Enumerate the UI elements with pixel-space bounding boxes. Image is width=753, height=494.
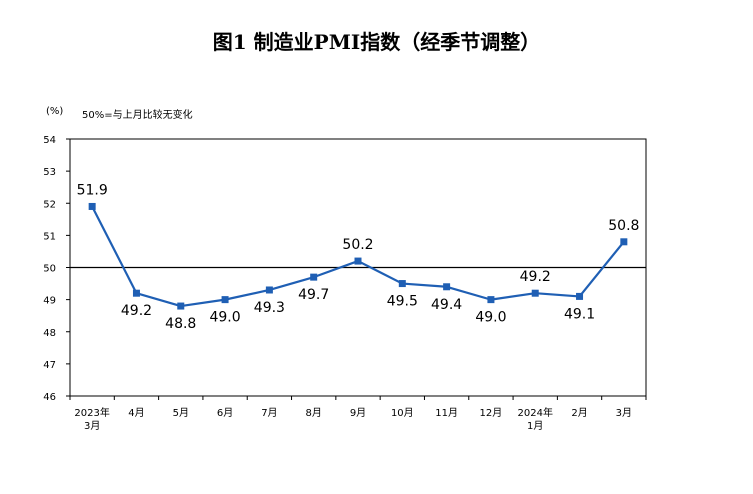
x-tick-label: 3月 [84,420,100,432]
chart-title: 图1 制造业PMI指数（经季节调整） [212,30,541,54]
data-point-marker [531,289,539,297]
y-tick-label: 50 [43,264,56,275]
data-value-label: 50.8 [608,218,639,234]
data-value-label: 49.3 [254,300,285,316]
x-tick-label: 6月 [217,407,233,419]
data-point-marker [576,292,584,300]
y-tick-label: 52 [43,199,56,210]
x-tick-label: 3月 [616,407,632,419]
reference-note: 50%=与上月比较无变化 [82,110,193,121]
y-unit-label: (%) [46,106,64,117]
x-tick-label: 2023年 [74,406,109,419]
y-tick-label: 51 [43,231,56,242]
y-tick-label: 48 [43,328,56,339]
x-tick-label: 2024年 [518,406,553,419]
data-point-marker [443,283,451,291]
data-value-label: 49.2 [121,303,152,319]
data-value-label: 49.5 [387,294,418,310]
y-tick-label: 47 [43,360,56,371]
x-tick-label: 9月 [350,407,366,419]
data-point-marker [354,257,362,265]
pmi-series-line [91,205,625,308]
data-value-label: 51.9 [77,182,108,198]
y-tick-label: 49 [43,296,56,307]
data-point-marker [88,202,96,210]
x-tick-label: 7月 [261,407,277,419]
y-tick-label: 54 [43,135,56,146]
x-tick-label: 2月 [571,407,587,419]
data-value-label: 49.0 [475,310,506,326]
data-value-label: 49.1 [564,306,595,322]
y-tick-label: 46 [43,392,56,403]
data-point-marker [132,289,140,297]
data-value-label: 50.2 [342,237,373,253]
y-tick-label: 53 [43,167,56,178]
x-tick-label: 4月 [128,407,144,419]
data-point-marker [265,286,273,294]
data-point-marker [221,296,229,304]
x-tick-label: 10月 [391,407,414,419]
data-value-label: 49.0 [209,310,240,326]
x-tick-label: 12月 [480,407,503,419]
data-value-label: 48.8 [165,316,196,332]
data-point-marker [398,280,406,288]
x-tick-label: 5月 [173,407,189,419]
data-point-marker [620,238,628,246]
data-point-marker [487,296,495,304]
x-tick-label: 1月 [527,420,543,432]
data-point-marker [310,273,318,281]
data-point-marker [177,302,185,310]
data-value-label: 49.4 [431,297,462,313]
data-value-label: 49.7 [298,287,329,303]
data-value-label: 49.2 [520,269,551,285]
x-tick-label: 11月 [435,407,458,419]
x-tick-label: 8月 [306,407,322,419]
